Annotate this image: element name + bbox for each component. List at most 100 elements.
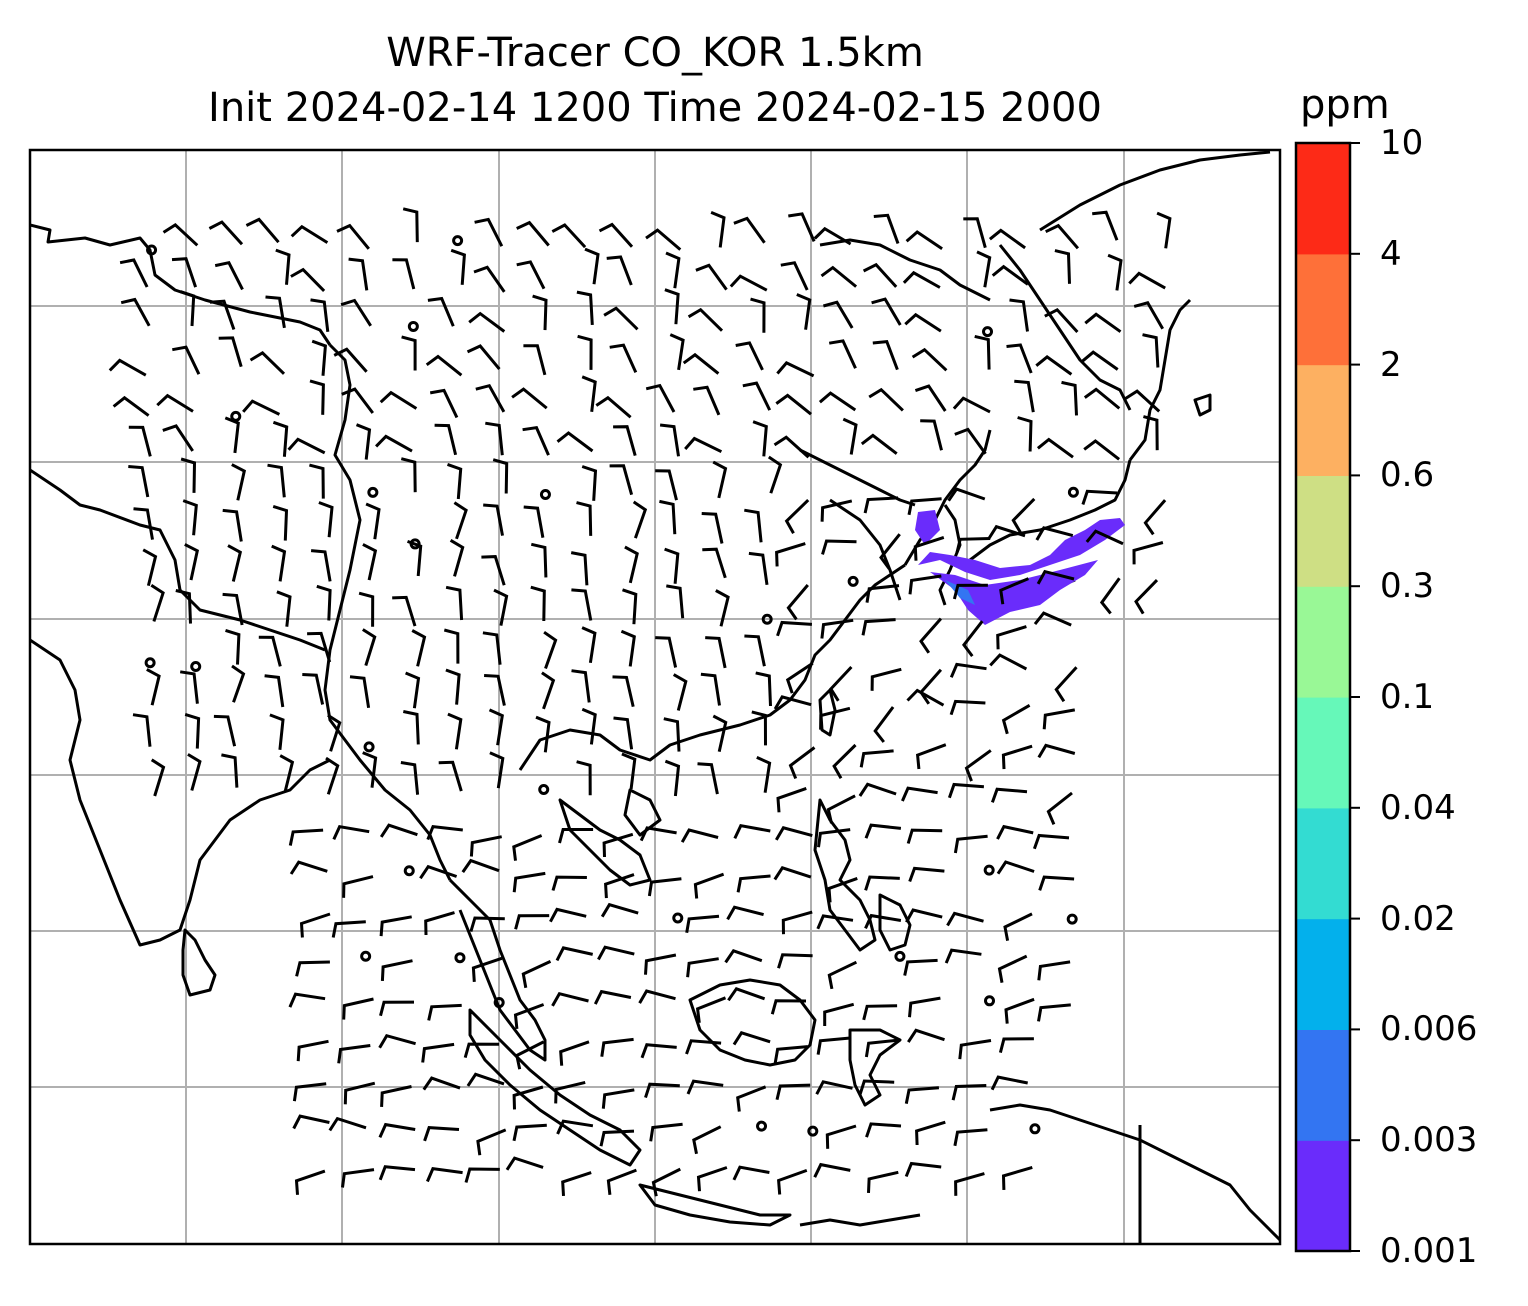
wind-barb	[530, 542, 548, 578]
colorbar-segment	[1296, 475, 1350, 587]
wind-barb	[701, 512, 724, 544]
wind-barb	[348, 257, 369, 291]
wind-barb	[146, 668, 161, 706]
wind-barb	[555, 946, 594, 962]
wind-barb	[777, 1168, 808, 1195]
wind-barb	[400, 761, 420, 795]
wind-barb	[915, 743, 947, 770]
wind-barb	[775, 826, 813, 841]
wind-barb	[964, 749, 992, 782]
wind-barb	[775, 1083, 811, 1101]
wind-barb	[823, 1002, 855, 1026]
wind-barb	[222, 592, 244, 626]
wind-barb	[862, 262, 898, 288]
wind-barb	[664, 547, 680, 584]
colorbar-segment	[1296, 253, 1350, 366]
wind-barb	[426, 824, 463, 841]
wind-barb	[600, 1037, 634, 1057]
wind-barb	[702, 547, 727, 579]
wind-barb	[946, 911, 984, 927]
wind-barb	[156, 393, 194, 413]
wind-barb	[423, 1126, 460, 1142]
wind-barb	[655, 469, 678, 501]
wind-barb	[242, 399, 281, 416]
wind-barb	[222, 508, 243, 542]
wind-barb	[865, 1122, 902, 1138]
wind-barb	[1044, 307, 1079, 334]
wind-barb	[998, 1037, 1034, 1053]
wind-barb	[1001, 1165, 1033, 1190]
wind-barb	[871, 297, 902, 326]
wind-barb	[904, 1086, 940, 1104]
wind-barb	[112, 395, 150, 417]
wind-barb	[493, 588, 509, 626]
wind-barb	[184, 712, 201, 749]
colorbar-segment	[1296, 918, 1350, 1030]
wind-barb	[380, 1085, 412, 1107]
wind-barb	[868, 387, 904, 412]
wind-barb	[473, 265, 506, 293]
wind-barb	[744, 634, 766, 667]
wind-barb	[290, 224, 329, 244]
wind-barb	[341, 387, 374, 414]
wind-barb	[182, 499, 198, 536]
wind-barb	[867, 1170, 899, 1193]
wind-barb	[318, 501, 334, 538]
wind-barb	[179, 290, 196, 327]
calm-wind-marker	[894, 950, 906, 962]
wind-barb	[751, 710, 767, 746]
wind-barb	[901, 786, 938, 802]
wind-barb	[944, 948, 982, 964]
wind-barb	[665, 251, 681, 289]
wind-barb	[785, 662, 814, 694]
wind-barb	[559, 1040, 590, 1066]
wind-barb	[908, 996, 941, 1018]
wind-barb	[328, 1116, 367, 1132]
wind-barb	[604, 873, 635, 899]
wind-barb	[659, 499, 677, 535]
wind-barb	[958, 1039, 992, 1060]
wind-barb	[913, 535, 945, 561]
calm-wind-marker	[807, 1125, 819, 1137]
wind-barb	[341, 1168, 375, 1188]
wind-barb	[482, 631, 502, 665]
wind-barb	[337, 1044, 371, 1064]
wind-barb	[1092, 210, 1119, 241]
wind-barb	[817, 828, 851, 848]
wind-barb	[515, 1040, 545, 1070]
wind-barb	[521, 960, 552, 989]
wind-barb	[991, 264, 1029, 286]
wind-barb	[907, 1028, 945, 1043]
wind-barb	[469, 916, 505, 932]
wind-barb	[343, 1081, 376, 1105]
wind-barb	[613, 716, 634, 750]
wind-barb	[292, 1082, 327, 1102]
wind-barb	[1014, 379, 1035, 413]
wind-barb	[997, 954, 1028, 983]
wind-barb	[213, 714, 237, 747]
wind-barb	[907, 497, 942, 516]
wind-barb	[1128, 271, 1166, 290]
wind-barb	[1037, 1003, 1071, 1022]
wind-barb	[379, 1000, 415, 1017]
wind-barb	[1006, 343, 1033, 374]
wind-barb	[742, 381, 772, 411]
wind-barb	[214, 260, 244, 291]
calm-wind-marker	[983, 864, 995, 876]
colorbar-tick-label: 10	[1380, 123, 1424, 163]
wind-barb	[488, 708, 504, 746]
wind-barb	[1133, 301, 1164, 330]
wind-barb	[556, 431, 594, 453]
wind-barb	[325, 756, 340, 795]
wind-barb	[287, 437, 326, 455]
wind-barb	[858, 1079, 895, 1095]
wind-barb	[1037, 960, 1071, 981]
calm-wind-marker	[452, 235, 464, 247]
colorbar-tick-label: 0.1	[1380, 677, 1435, 717]
calm-wind-marker	[539, 489, 551, 501]
wind-barb	[446, 462, 463, 500]
wind-barb	[150, 584, 165, 622]
wind-barb	[471, 956, 503, 982]
wind-barb	[128, 465, 150, 498]
wind-barb	[1143, 415, 1159, 451]
